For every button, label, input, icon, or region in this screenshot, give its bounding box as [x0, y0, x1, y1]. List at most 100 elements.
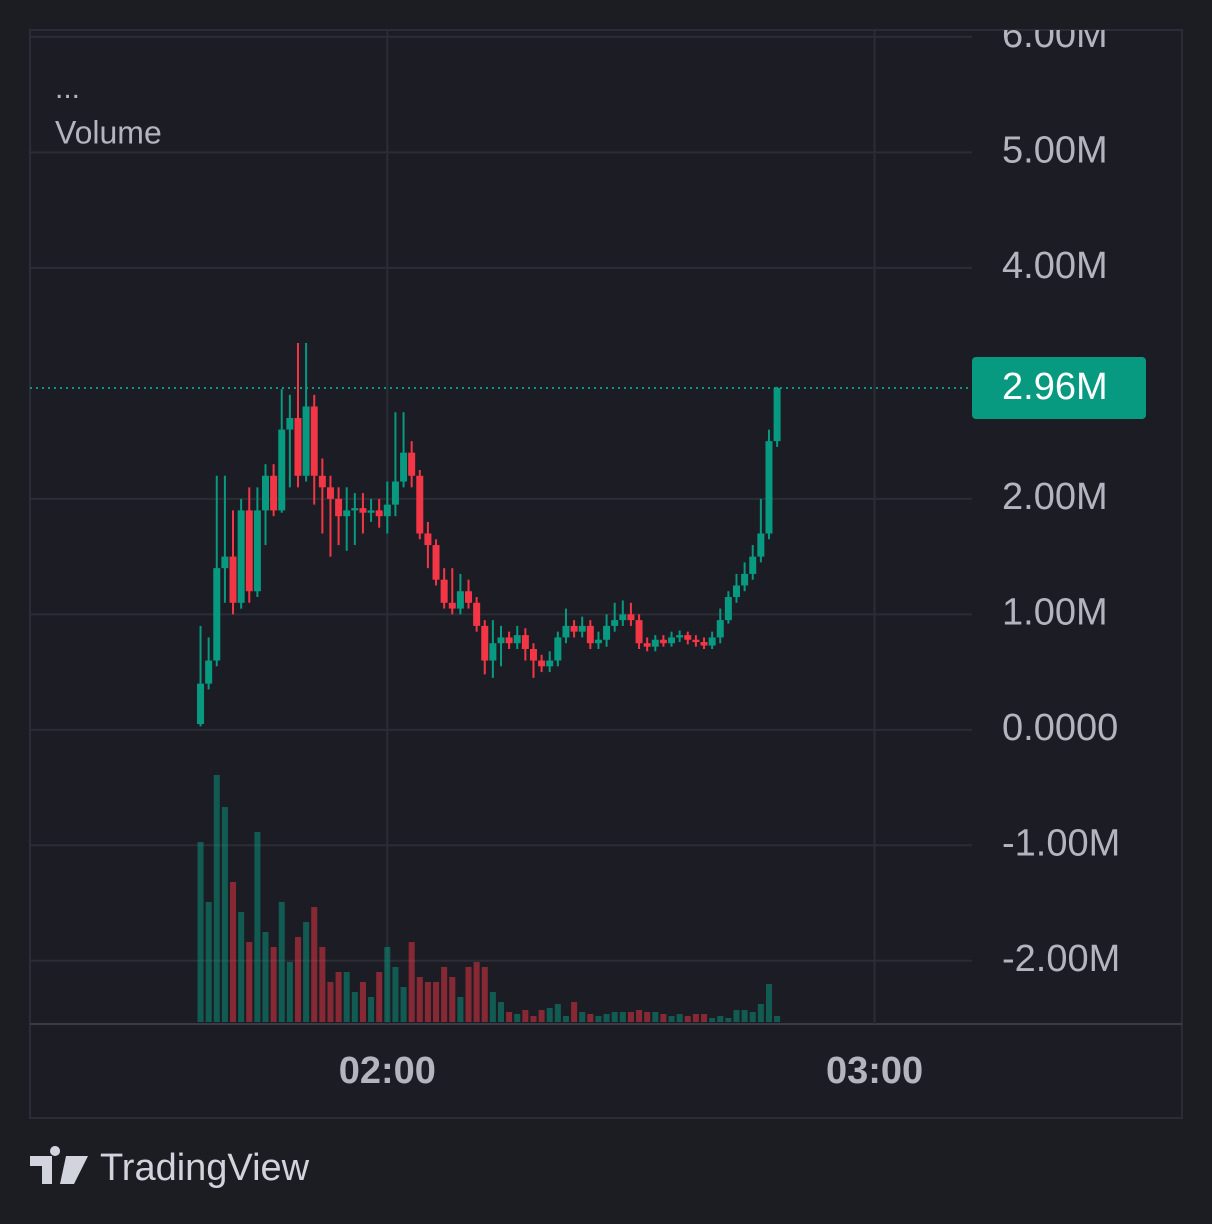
volume-bar [433, 982, 440, 1022]
volume-bar [254, 832, 261, 1022]
y-tick-label: -1.00M [1002, 822, 1120, 864]
candle-body [741, 573, 749, 586]
candle-body [668, 637, 676, 644]
volume-bar [725, 1018, 732, 1022]
volume-bar [676, 1014, 683, 1022]
volume-bar [692, 1014, 699, 1022]
last-price-label: 2.96M [1002, 366, 1108, 408]
candle-body [538, 660, 546, 667]
volume-bar [327, 982, 334, 1022]
volume-bar [213, 775, 220, 1022]
candle-body [432, 545, 440, 580]
legend-menu[interactable]: ... [55, 72, 80, 105]
candle-body [213, 568, 221, 661]
candle-body [733, 585, 740, 598]
candle-body [554, 637, 562, 661]
candle-body [367, 510, 375, 513]
volume-bar [278, 902, 285, 1022]
candle-body [497, 637, 505, 644]
y-tick-label: 5.00M [1002, 129, 1108, 171]
candle-body [749, 556, 757, 574]
volume-bar [392, 967, 399, 1022]
candle-body [253, 510, 261, 592]
volume-bar [262, 932, 269, 1022]
volume-bar [514, 1014, 521, 1022]
volume-bar [579, 1012, 586, 1022]
volume-bar [619, 1012, 626, 1022]
volume-bar [530, 1016, 537, 1022]
volume-bar [368, 997, 375, 1022]
volume-bar [489, 992, 496, 1022]
candle-body [359, 508, 367, 513]
volume-bar [343, 972, 350, 1022]
candle-body [627, 614, 635, 621]
candle-body [700, 642, 708, 646]
brand-logo: TradingView [30, 1146, 310, 1189]
candle-body [716, 620, 724, 638]
candle-body [676, 635, 684, 638]
volume-bar [522, 1010, 529, 1022]
volume-bar [749, 1012, 756, 1022]
candle-body [765, 441, 773, 534]
volume-bar [765, 984, 772, 1022]
volume-pane [197, 775, 781, 1022]
candle-body [465, 591, 473, 603]
candle-body [521, 635, 529, 649]
candle-body [684, 635, 692, 640]
volume-bar [408, 942, 415, 1022]
volume-bar [562, 1016, 569, 1022]
volume-bar [197, 842, 204, 1022]
candle-body [286, 418, 294, 430]
candle-body [659, 639, 667, 644]
volume-bar [221, 807, 228, 1022]
volume-bar [709, 1018, 716, 1022]
candle-body [375, 510, 383, 517]
y-tick-label: -2.00M [1002, 938, 1120, 980]
volume-bar [733, 1010, 740, 1022]
y-tick-label: 2.00M [1002, 476, 1108, 518]
candle-body [197, 683, 205, 725]
candle-body [302, 406, 310, 476]
candles [197, 342, 781, 727]
volume-bar [668, 1016, 675, 1022]
last-price-badge [972, 356, 1146, 419]
candle-body [278, 429, 286, 511]
volume-bar [205, 902, 212, 1022]
candle-body [351, 508, 359, 511]
candle-body [651, 639, 659, 647]
candle-body [400, 452, 408, 482]
candle-body [643, 643, 651, 647]
volume-bar [684, 1016, 691, 1022]
candle-body [408, 452, 416, 476]
candle-body [757, 533, 765, 557]
volume-bar [457, 997, 464, 1022]
candle-body [586, 625, 594, 644]
candle-body [310, 406, 318, 476]
volume-bar [636, 1010, 643, 1022]
candle-body [318, 475, 326, 488]
candle-body [505, 637, 513, 644]
candle-body [708, 637, 716, 646]
candle-body [724, 597, 732, 621]
candle-body [489, 643, 497, 661]
volume-bar [741, 1010, 748, 1022]
candle-body [594, 639, 602, 644]
brand-name: TradingView [100, 1147, 310, 1189]
volume-bar [481, 967, 488, 1022]
y-tick-label: 6.00M [1002, 14, 1108, 56]
x-tick-label: 03:00 [826, 1050, 923, 1092]
candle-body [619, 614, 627, 621]
volume-bar [571, 1002, 578, 1022]
volume-bar [424, 982, 431, 1022]
volume-bar [774, 1016, 781, 1022]
candle-body [481, 625, 489, 661]
volume-bar [717, 1016, 724, 1022]
candle-body [326, 487, 334, 499]
volume-bar [546, 1008, 553, 1022]
volume-bar [303, 922, 310, 1022]
volume-bar [506, 1012, 513, 1022]
volume-bar [603, 1014, 610, 1022]
volume-bar [246, 942, 253, 1022]
candle-body [603, 625, 611, 640]
candle-body [456, 591, 464, 609]
